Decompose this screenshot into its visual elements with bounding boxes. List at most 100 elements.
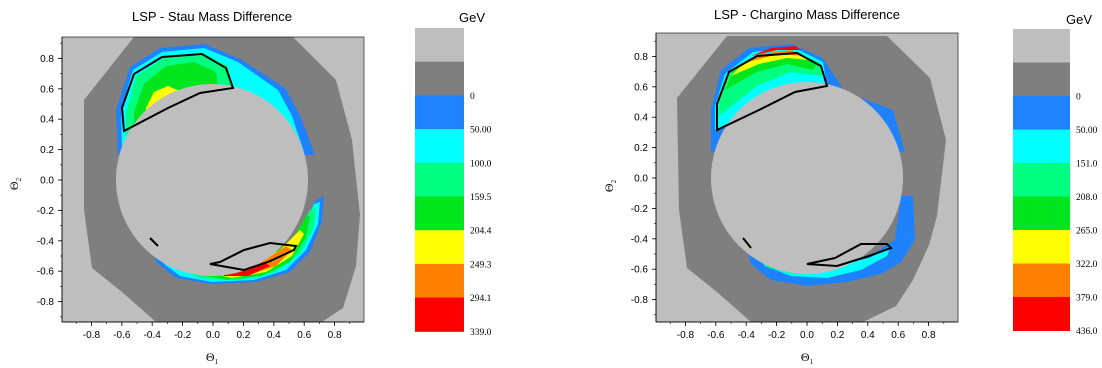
y-axis-label: Θ2 xyxy=(7,177,23,190)
x-tick-label: -0.8 xyxy=(83,330,101,341)
chart-svg: LSP - Stau Mass Difference -0.8 -0.6 -0.4 xyxy=(7,9,492,366)
x-tick-label: 0.2 xyxy=(236,330,250,341)
plot-area xyxy=(61,36,365,323)
y-axis-label: Θ2 xyxy=(602,179,618,192)
y-tick-label: 0.0 xyxy=(40,176,54,187)
colorbar-band xyxy=(1013,263,1070,298)
colorbar-band xyxy=(415,95,464,130)
colorbar-level-label: 379.0 xyxy=(1076,294,1098,304)
colorbar-level-label: 159.5 xyxy=(470,193,492,203)
y-tick-label: 0.0 xyxy=(634,174,648,185)
x-tick-label: 0.4 xyxy=(267,330,281,341)
x-axis-label-sub: 1 xyxy=(215,358,219,366)
colorbar-level-label: 322.0 xyxy=(1076,260,1098,270)
y-tick-label: -0.4 xyxy=(631,234,649,245)
y-tick-label: 0.2 xyxy=(634,143,648,154)
colorbar-band xyxy=(1013,29,1070,63)
y-axis-label-sub: 2 xyxy=(15,177,23,181)
colorbar-band xyxy=(415,28,464,63)
chart-title: LSP - Stau Mass Difference xyxy=(132,9,292,24)
x-tick-label: -0.2 xyxy=(768,330,786,341)
x-axis-label: Θ1 xyxy=(801,350,814,366)
x-tick-label: 0.6 xyxy=(891,330,905,341)
colorbar-level-label: 249.3 xyxy=(470,260,492,270)
colorbar: GeV 0 50.00 151.0 208.0 265.0 322.0 379.0 436.0 xyxy=(1013,12,1098,337)
y-tick-label: 0.8 xyxy=(40,54,54,65)
colorbar-labels: 0 50.00 100.0 159.5 204.4 249.3 294.1 339.0 xyxy=(470,92,492,338)
colorbar-level-label: 151.0 xyxy=(1076,160,1098,170)
x-axis-label-sub: 1 xyxy=(810,358,814,366)
x-axis-label-text: Θ xyxy=(206,350,215,364)
x-tick-label: -0.8 xyxy=(677,330,695,341)
colorbar-level-label: 436.0 xyxy=(1076,327,1098,337)
central-excluded-disk xyxy=(116,84,308,276)
contour-lower-left xyxy=(742,237,752,249)
contour-lower-left xyxy=(149,237,159,247)
colorbar-level-label: 50.00 xyxy=(470,126,492,136)
colorbar-level-label: 100.0 xyxy=(470,159,492,169)
y-tick-label: -0.6 xyxy=(631,265,649,276)
contour-upper xyxy=(716,51,829,132)
colorbar-band xyxy=(415,196,464,231)
x-tick-label: -0.4 xyxy=(144,330,162,341)
chart-title: LSP - Chargino Mass Difference xyxy=(714,7,900,22)
colorbar-level-label: 294.1 xyxy=(470,294,492,304)
chart-panel-chargino: LSP - Chargino Mass Difference -0.8 -0.6 -… xyxy=(551,0,1102,368)
colorbar-bands xyxy=(1013,29,1070,331)
chart-svg: LSP - Chargino Mass Difference -0.8 -0.6 -… xyxy=(602,7,1098,366)
x-tick-label: -0.6 xyxy=(113,330,131,341)
plot-area xyxy=(655,32,959,323)
contour-lower xyxy=(209,241,298,272)
y-tick-label: 0.6 xyxy=(40,84,54,95)
colorbar-labels: 0 50.00 151.0 208.0 265.0 322.0 379.0 436.0 xyxy=(1076,93,1098,338)
y-tick-label: 0.4 xyxy=(40,115,54,126)
colorbar-level-label: 265.0 xyxy=(1076,227,1098,237)
colorbar-band xyxy=(1013,62,1070,97)
y-tick-label: -0.6 xyxy=(37,267,55,278)
colorbar-unit: GeV xyxy=(459,10,485,25)
y-tick-label: -0.8 xyxy=(37,297,55,308)
y-axis-label-text: Θ xyxy=(7,181,21,190)
colorbar-level-label: 339.0 xyxy=(470,328,492,338)
x-tick-label: 0.2 xyxy=(830,330,844,341)
central-excluded-disk xyxy=(711,82,903,274)
colorbar-bands xyxy=(415,28,464,332)
x-tick-label: 0.0 xyxy=(800,330,814,341)
x-axis: -0.8 -0.6 -0.4 -0.2 0.0 0.2 0.4 0.6 0.8 Θ1 xyxy=(62,321,364,366)
y-tick-label: -0.4 xyxy=(37,236,55,247)
x-tick-group: -0.8 -0.6 -0.4 -0.2 0.0 0.2 0.4 0.6 0.8 xyxy=(75,322,351,341)
colorbar-band xyxy=(1013,163,1070,197)
y-axis-label-sub: 2 xyxy=(610,179,618,183)
x-axis-label-text: Θ xyxy=(801,350,810,364)
y-tick-label: 0.2 xyxy=(40,145,54,156)
x-tick-label: 0.6 xyxy=(297,330,311,341)
x-axis-label: Θ1 xyxy=(206,350,219,366)
colorbar-level-label: 50.00 xyxy=(1076,126,1098,136)
y-axis-label-text: Θ xyxy=(602,183,616,192)
y-tick-group: 0.8 0.6 0.4 0.2 0.0 -0.2 -0.4 -0.6 -0.8 xyxy=(37,42,62,318)
x-tick-label: 0.0 xyxy=(206,330,220,341)
red-region-upper xyxy=(751,46,801,56)
colorbar-level-label: 0 xyxy=(1076,93,1081,103)
colorbar-band xyxy=(415,61,464,96)
colorbar-band xyxy=(415,129,464,164)
colorbar: GeV 0 50.00 100.0 159.5 204.4 249.3 294.1 339.0 xyxy=(415,10,492,338)
x-tick-group: -0.8 -0.6 -0.4 -0.2 0.0 0.2 0.4 0.6 0.8 xyxy=(669,322,945,341)
colorbar-band xyxy=(1013,230,1070,264)
colorbar-level-label: 208.0 xyxy=(1076,193,1098,203)
x-tick-label: 0.8 xyxy=(922,330,936,341)
contour-lower xyxy=(806,243,893,268)
y-tick-label: 0.4 xyxy=(634,113,648,124)
colorbar-band xyxy=(415,297,464,332)
colorbar-band xyxy=(415,263,464,299)
colorbar-band xyxy=(1013,96,1070,130)
y-tick-label: -0.2 xyxy=(631,204,649,215)
y-tick-label: 0.6 xyxy=(634,82,648,93)
x-tick-label: -0.6 xyxy=(707,330,725,341)
colorbar-unit: GeV xyxy=(1066,12,1092,27)
colorbar-band xyxy=(1013,129,1070,164)
y-tick-label: 0.8 xyxy=(634,52,648,63)
x-tick-label: 0.8 xyxy=(328,330,342,341)
colorbar-band xyxy=(1013,196,1070,231)
y-axis: 0.8 0.6 0.4 0.2 0.0 -0.2 -0.4 -0.6 -0.8 Θ2 xyxy=(7,37,63,322)
